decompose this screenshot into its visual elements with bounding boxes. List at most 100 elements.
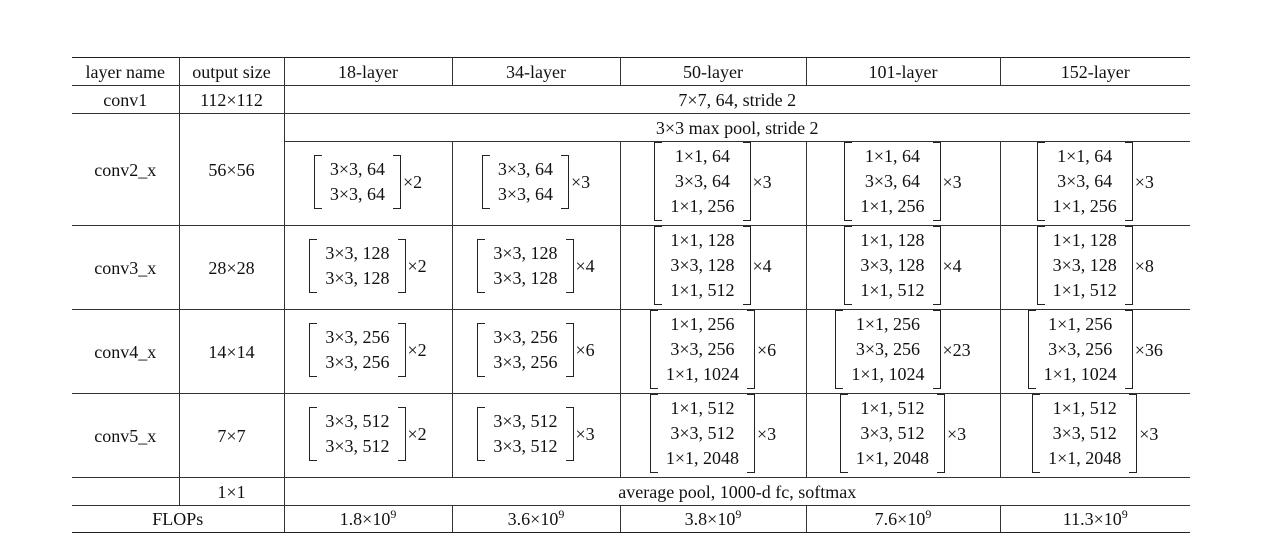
header-cell: 50-layer	[619, 57, 807, 86]
table-body: layer name output size 18-layer 34-layer…	[72, 57, 1190, 533]
block-line: 3×3, 64	[674, 171, 730, 191]
block-cell: 1×1, 64 3×3, 64 1×1, 256 ×3	[619, 141, 807, 226]
block-line: 1×1, 64	[674, 146, 730, 166]
block-line: 1×1, 256	[860, 196, 925, 216]
right-bracket	[932, 226, 941, 305]
flops-exponent: 9	[1121, 507, 1128, 521]
block-line: 3×3, 256	[325, 351, 390, 372]
flops-exponent: 9	[735, 507, 742, 521]
right-bracket	[565, 406, 574, 461]
flops-exponent: 9	[925, 507, 932, 521]
left-bracket	[477, 406, 486, 461]
output-size-cell: 1×1	[178, 477, 285, 506]
header-cell: 152-layer	[999, 57, 1190, 86]
block-spec: 3×3, 256 3×3, 256 ×2	[309, 322, 427, 377]
block-spec: 1×1, 64 3×3, 64 1×1, 256 ×3	[1036, 142, 1154, 221]
right-bracket	[1124, 226, 1133, 305]
left-bracket	[313, 154, 322, 209]
flops-value-cell: 3.8×109	[619, 505, 807, 533]
block-spec: 1×1, 64 3×3, 64 1×1, 256 ×3	[654, 142, 772, 221]
left-bracket	[1036, 142, 1045, 221]
stage-row: conv3_x 28×28 3×3, 128 3×3, 128 ×2 3×3, 128…	[72, 225, 1190, 310]
block-spec: 1×1, 256 3×3, 256 1×1, 1024 ×23	[835, 310, 971, 389]
block-line: 1×1, 2048	[1048, 448, 1122, 468]
layer-name-cell: conv5_x	[72, 393, 180, 478]
block-multiplier: ×6	[575, 339, 595, 360]
block-lines: 3×3, 128 3×3, 128	[485, 239, 565, 293]
block-lines: 1×1, 256 3×3, 256 1×1, 1024	[658, 310, 747, 389]
flops-exponent: 9	[390, 507, 397, 521]
block-line: 3×3, 512	[493, 435, 558, 456]
left-bracket	[654, 226, 663, 305]
flops-mantissa: 3.8×10	[684, 509, 736, 529]
block-lines: 1×1, 64 3×3, 64 1×1, 256	[662, 142, 742, 221]
block-line: 3×3, 64	[497, 183, 553, 204]
output-size-cell: 56×56	[178, 113, 285, 226]
block-multiplier: ×3	[947, 423, 967, 444]
block-line: 3×3, 512	[325, 435, 390, 456]
header-row: layer name output size 18-layer 34-layer…	[72, 57, 1190, 86]
left-bracket	[649, 310, 658, 389]
right-bracket	[1129, 394, 1138, 473]
block-multiplier: ×2	[407, 339, 427, 360]
block-multiplier: ×3	[1134, 171, 1154, 192]
block-line: 3×3, 512	[860, 423, 925, 443]
block-line: 3×3, 128	[325, 242, 390, 263]
output-size-cell: 14×14	[178, 309, 285, 394]
left-bracket	[477, 238, 486, 293]
block-line: 1×1, 256	[1048, 314, 1113, 334]
block-line: 1×1, 256	[855, 314, 920, 334]
block-cell: 3×3, 512 3×3, 512 ×2	[283, 393, 453, 478]
block-spec: 1×1, 512 3×3, 512 1×1, 2048 ×3	[1032, 394, 1158, 473]
right-bracket	[1124, 142, 1133, 221]
block-line: 1×1, 1024	[851, 364, 925, 384]
block-line: 3×3, 512	[1052, 423, 1117, 443]
block-line: 1×1, 512	[1052, 280, 1117, 300]
flops-exponent: 9	[558, 507, 565, 521]
block-cell: 3×3, 256 3×3, 256 ×2	[283, 309, 453, 394]
block-line: 1×1, 128	[1052, 230, 1117, 250]
flops-mantissa: 7.6×10	[874, 509, 926, 529]
resnet-architecture-table: layer name output size 18-layer 34-layer…	[72, 57, 1190, 533]
block-spec: 1×1, 512 3×3, 512 1×1, 2048 ×3	[839, 394, 967, 473]
block-multiplier: ×4	[942, 255, 962, 276]
block-line: 3×3, 64	[864, 171, 920, 191]
layer-name-cell: conv4_x	[72, 309, 180, 394]
block-line: 3×3, 256	[493, 326, 558, 347]
output-size-cell: 28×28	[178, 225, 285, 310]
flops-value-cell: 11.3×109	[999, 505, 1190, 533]
block-multiplier: ×8	[1134, 255, 1154, 276]
block-cell: 1×1, 512 3×3, 512 1×1, 2048 ×3	[619, 393, 807, 478]
block-line: 1×1, 64	[1057, 146, 1113, 166]
block-cell: 1×1, 128 3×3, 128 1×1, 512 ×4	[805, 225, 1001, 310]
left-bracket	[309, 406, 318, 461]
left-bracket	[481, 154, 490, 209]
layer-name-cell: conv1	[72, 85, 180, 114]
block-line: 3×3, 512	[493, 410, 558, 431]
block-spec: 3×3, 512 3×3, 512 ×2	[309, 406, 427, 461]
block-multiplier: ×36	[1134, 339, 1163, 360]
block-lines: 1×1, 128 3×3, 128 1×1, 512	[1045, 226, 1125, 305]
block-cell: 1×1, 256 3×3, 256 1×1, 1024 ×6	[619, 309, 807, 394]
conv1-row: conv1 112×112 7×7, 64, stride 2	[72, 85, 1190, 114]
block-multiplier: ×6	[757, 339, 777, 360]
block-cell: 3×3, 128 3×3, 128 ×4	[451, 225, 621, 310]
right-bracket	[937, 394, 945, 473]
flops-label-cell: FLOPs	[72, 505, 285, 533]
left-bracket	[309, 322, 318, 377]
right-bracket	[742, 226, 751, 305]
header-cell: output size	[178, 57, 285, 86]
block-line: 3×3, 64	[1057, 171, 1113, 191]
block-line: 3×3, 256	[1048, 339, 1113, 359]
block-spec: 1×1, 256 3×3, 256 1×1, 1024 ×36	[1027, 310, 1163, 389]
block-line: 1×1, 256	[670, 314, 735, 334]
block-line: 1×1, 512	[860, 398, 925, 418]
block-line: 1×1, 512	[860, 280, 925, 300]
block-spec: 1×1, 128 3×3, 128 1×1, 512 ×4	[844, 226, 962, 305]
block-spec: 1×1, 64 3×3, 64 1×1, 256 ×3	[844, 142, 962, 221]
block-line: 1×1, 256	[1052, 196, 1117, 216]
block-multiplier: ×3	[752, 171, 772, 192]
left-bracket	[477, 322, 486, 377]
block-spec: 1×1, 128 3×3, 128 1×1, 512 ×4	[654, 226, 772, 305]
right-bracket	[397, 322, 406, 377]
